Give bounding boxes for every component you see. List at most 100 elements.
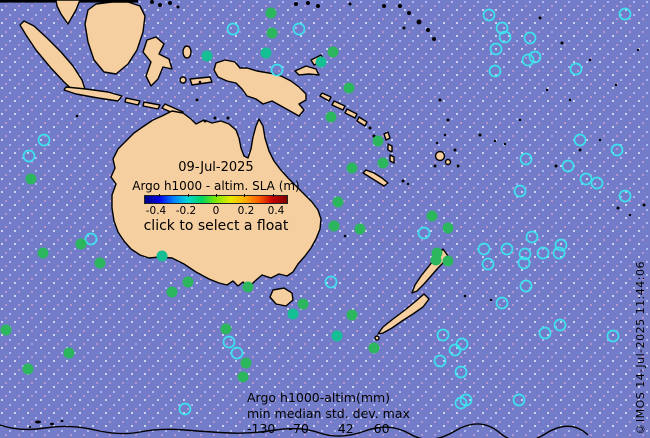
float-marker-inactive[interactable] <box>498 30 512 44</box>
colorbar-tick: 0.4 <box>267 205 285 217</box>
float-marker-inactive[interactable] <box>292 22 306 36</box>
float-marker-active[interactable] <box>331 330 343 342</box>
sumatra-island <box>19 20 87 95</box>
float-marker-active[interactable] <box>430 254 442 266</box>
float-marker-inactive[interactable] <box>436 328 450 342</box>
float-marker-active[interactable] <box>315 56 327 68</box>
seram-island <box>189 76 213 86</box>
float-marker-active[interactable] <box>377 157 389 169</box>
float-marker-active[interactable] <box>442 255 454 267</box>
float-marker-inactive[interactable] <box>513 184 527 198</box>
float-marker-active[interactable] <box>0 324 12 336</box>
float-marker-active[interactable] <box>287 308 299 320</box>
float-marker-active[interactable] <box>37 247 49 259</box>
float-marker-active[interactable] <box>297 298 309 310</box>
float-marker-active[interactable] <box>354 223 366 235</box>
solomon-islands <box>319 92 368 127</box>
active-floats-layer <box>0 7 454 383</box>
stats-block: Argo h1000-altim(mm) min median std. dev… <box>247 390 410 437</box>
float-marker-active[interactable] <box>346 162 358 174</box>
float-marker-active[interactable] <box>75 238 87 250</box>
float-marker-inactive[interactable] <box>579 172 593 186</box>
colorbar-tick: -0.4 <box>145 205 167 217</box>
float-marker-active[interactable] <box>220 323 232 335</box>
float-marker-active[interactable] <box>328 220 340 232</box>
float-marker-inactive[interactable] <box>610 143 624 157</box>
float-marker-active[interactable] <box>368 342 380 354</box>
float-marker-active[interactable] <box>343 82 355 94</box>
float-marker-inactive[interactable] <box>521 53 535 67</box>
float-marker-inactive[interactable] <box>606 329 620 343</box>
float-marker-inactive[interactable] <box>525 230 539 244</box>
float-marker-inactive[interactable] <box>454 396 468 410</box>
float-marker-inactive[interactable] <box>448 343 462 357</box>
float-marker-active[interactable] <box>242 281 254 293</box>
float-marker-active[interactable] <box>22 363 34 375</box>
float-marker-inactive[interactable] <box>455 337 469 351</box>
float-marker-inactive[interactable] <box>554 238 568 252</box>
float-marker-inactive[interactable] <box>561 159 575 173</box>
float-marker-inactive[interactable] <box>84 232 98 246</box>
float-marker-inactive[interactable] <box>538 326 552 340</box>
float-marker-active[interactable] <box>265 7 277 19</box>
float-marker-inactive[interactable] <box>270 63 284 77</box>
float-marker-active[interactable] <box>426 210 438 222</box>
float-marker-active[interactable] <box>346 309 358 321</box>
float-marker-inactive[interactable] <box>22 149 36 163</box>
colorbar-tick: 0 <box>212 205 220 217</box>
float-marker-active[interactable] <box>266 27 278 39</box>
float-marker-inactive[interactable] <box>536 246 550 260</box>
colorbar-gradient <box>144 194 288 204</box>
float-marker-active[interactable] <box>25 173 37 185</box>
float-marker-inactive[interactable] <box>230 346 244 360</box>
float-marker-inactive[interactable] <box>552 246 566 260</box>
float-marker-active[interactable] <box>442 222 454 234</box>
float-marker-inactive[interactable] <box>618 7 632 21</box>
float-marker-inactive[interactable] <box>477 242 491 256</box>
float-marker-active[interactable] <box>240 357 252 369</box>
float-marker-inactive[interactable] <box>590 176 604 190</box>
float-marker-inactive[interactable] <box>553 318 567 332</box>
float-marker-inactive[interactable] <box>495 21 509 35</box>
float-marker-inactive[interactable] <box>222 335 236 349</box>
float-marker-inactive[interactable] <box>489 42 503 56</box>
float-marker-inactive[interactable] <box>495 296 509 310</box>
float-marker-active[interactable] <box>325 111 337 123</box>
float-marker-inactive[interactable] <box>433 354 447 368</box>
float-marker-inactive[interactable] <box>573 133 587 147</box>
float-marker-inactive[interactable] <box>454 365 468 379</box>
float-marker-active[interactable] <box>332 196 344 208</box>
float-marker-active[interactable] <box>182 276 194 288</box>
float-marker-inactive[interactable] <box>519 279 533 293</box>
float-marker-inactive[interactable] <box>488 64 502 78</box>
float-marker-inactive[interactable] <box>528 50 542 64</box>
float-marker-inactive[interactable] <box>618 189 632 203</box>
float-marker-active[interactable] <box>201 50 213 62</box>
float-marker-active[interactable] <box>372 135 384 147</box>
float-marker-inactive[interactable] <box>517 256 531 270</box>
float-marker-inactive[interactable] <box>500 242 514 256</box>
float-marker-active[interactable] <box>63 347 75 359</box>
float-marker-inactive[interactable] <box>324 275 338 289</box>
float-marker-inactive[interactable] <box>512 393 526 407</box>
float-marker-active[interactable] <box>237 371 249 383</box>
float-marker-active[interactable] <box>327 46 339 58</box>
float-marker-inactive[interactable] <box>178 402 192 416</box>
float-marker-active[interactable] <box>260 47 272 59</box>
stats-min: -130 <box>247 421 276 436</box>
float-marker-inactive[interactable] <box>481 257 495 271</box>
float-marker-inactive[interactable] <box>37 133 51 147</box>
float-marker-inactive[interactable] <box>519 152 533 166</box>
float-marker-active[interactable] <box>166 286 178 298</box>
float-marker-inactive[interactable] <box>523 31 537 45</box>
new-zealand-north-island <box>411 248 449 294</box>
inactive-floats-layer <box>22 7 632 416</box>
float-marker-inactive[interactable] <box>417 226 431 240</box>
float-marker-active[interactable] <box>94 257 106 269</box>
float-marker-inactive[interactable] <box>482 8 496 22</box>
float-marker-inactive[interactable] <box>226 22 240 36</box>
stats-max: 60 <box>373 421 390 436</box>
float-marker-inactive[interactable] <box>518 247 532 261</box>
float-marker-active[interactable] <box>156 250 168 262</box>
float-marker-inactive[interactable] <box>569 62 583 76</box>
